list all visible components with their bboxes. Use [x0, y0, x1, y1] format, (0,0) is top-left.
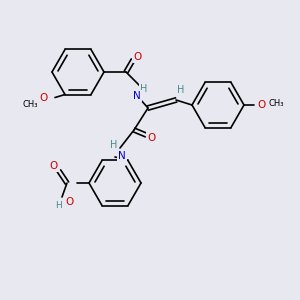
- Text: N: N: [118, 151, 126, 161]
- Text: O: O: [258, 100, 266, 110]
- Text: H: H: [177, 85, 185, 95]
- Text: H: H: [56, 200, 62, 209]
- Text: H: H: [110, 140, 118, 150]
- Text: N: N: [133, 91, 141, 101]
- Text: O: O: [50, 161, 58, 171]
- Text: O: O: [147, 133, 155, 143]
- Text: O: O: [134, 52, 142, 62]
- Text: O: O: [65, 197, 73, 207]
- Text: CH₃: CH₃: [22, 100, 38, 109]
- Text: H: H: [140, 84, 148, 94]
- Text: O: O: [40, 92, 48, 103]
- Text: CH₃: CH₃: [268, 98, 284, 107]
